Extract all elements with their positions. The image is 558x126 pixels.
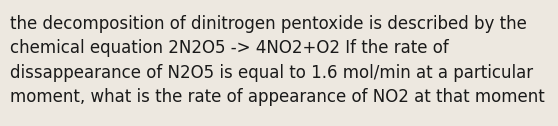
Text: the decomposition of dinitrogen pentoxide is described by the
chemical equation : the decomposition of dinitrogen pentoxid… <box>10 15 545 106</box>
